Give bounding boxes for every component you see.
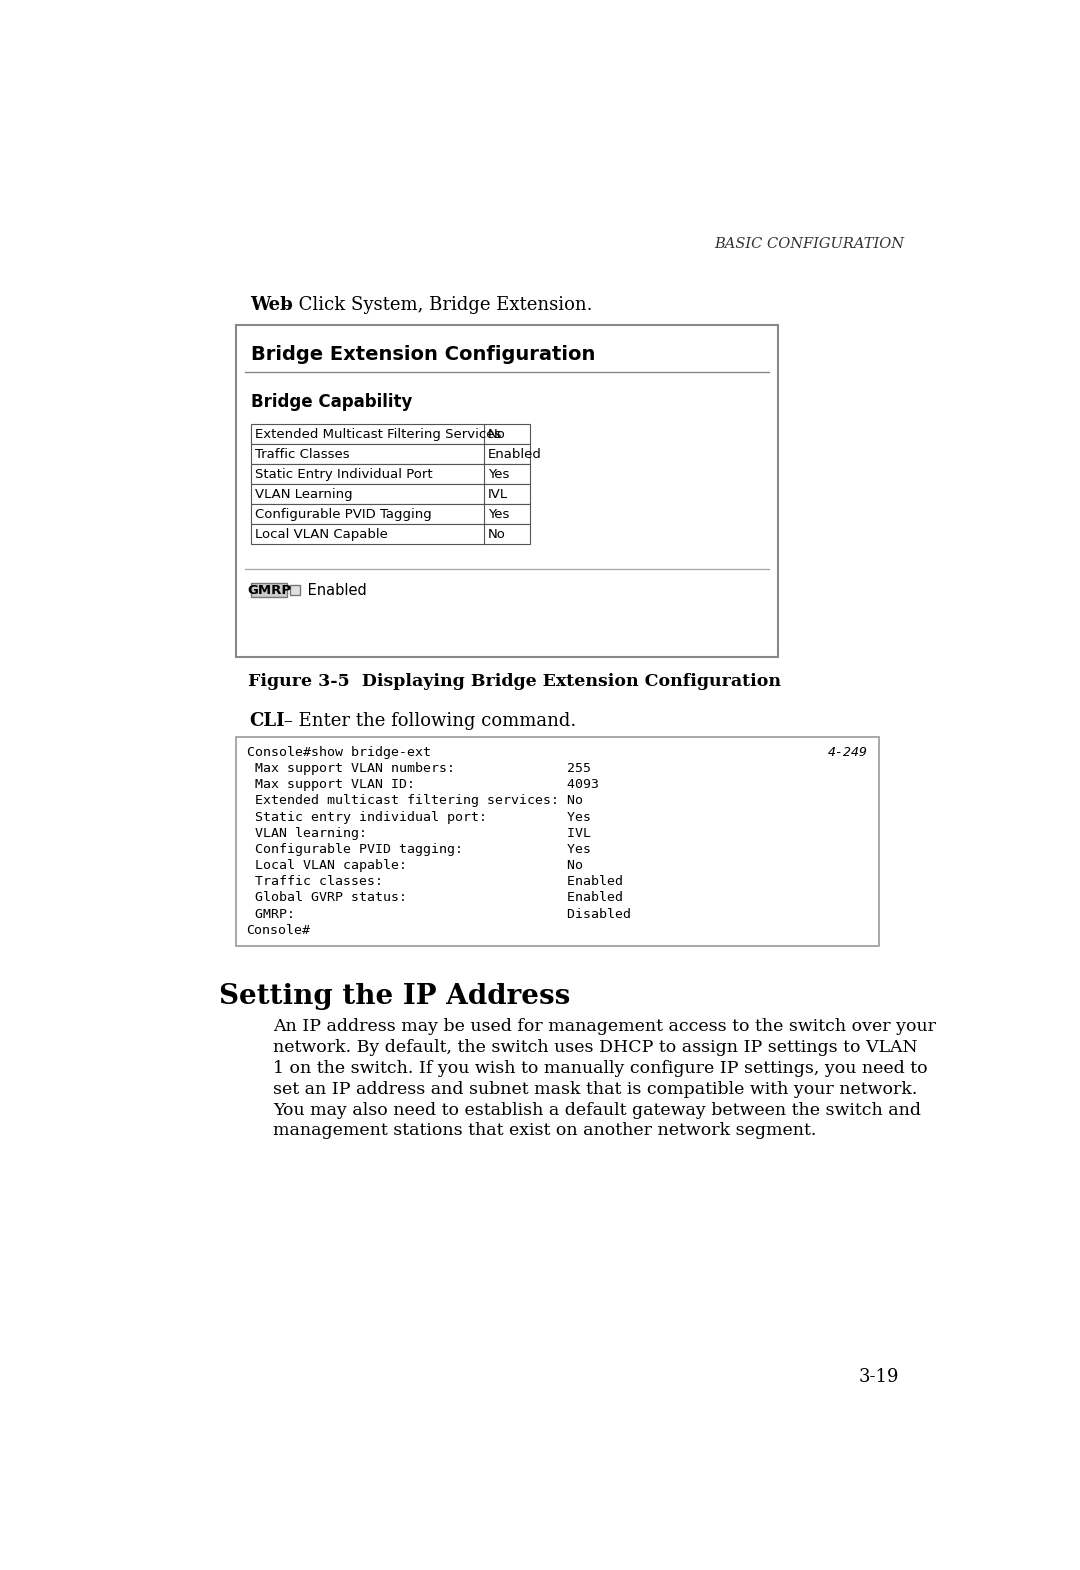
Text: – Enter the following command.: – Enter the following command. — [284, 713, 576, 730]
Text: Bridge Capability: Bridge Capability — [252, 394, 413, 411]
Text: No: No — [488, 528, 505, 540]
Text: Extended Multicast Filtering Services: Extended Multicast Filtering Services — [255, 427, 501, 441]
Text: Global GVRP status:                    Enabled: Global GVRP status: Enabled — [246, 892, 622, 904]
Text: BASIC CONFIGURATION: BASIC CONFIGURATION — [714, 237, 904, 251]
Text: Enabled: Enabled — [488, 447, 541, 460]
Bar — [252, 424, 530, 444]
Text: Max support VLAN numbers:              255: Max support VLAN numbers: 255 — [246, 761, 591, 776]
Bar — [252, 504, 530, 524]
Text: Console#: Console# — [246, 923, 311, 937]
Text: 1 on the switch. If you wish to manually configure IP settings, you need to: 1 on the switch. If you wish to manually… — [273, 1060, 928, 1077]
Text: Static entry individual port:          Yes: Static entry individual port: Yes — [246, 810, 591, 824]
Text: set an IP address and subnet mask that is compatible with your network.: set an IP address and subnet mask that i… — [273, 1080, 917, 1097]
Text: – Click System, Bridge Extension.: – Click System, Bridge Extension. — [284, 297, 592, 314]
Text: Extended multicast filtering services: No: Extended multicast filtering services: N… — [246, 794, 582, 807]
Bar — [252, 524, 530, 545]
Text: GMRP: GMRP — [247, 584, 292, 597]
Bar — [291, 586, 300, 595]
Text: Local VLAN Capable: Local VLAN Capable — [255, 528, 388, 540]
Text: GMRP:                                  Disabled: GMRP: Disabled — [246, 907, 631, 920]
Bar — [235, 736, 879, 947]
Text: VLAN Learning: VLAN Learning — [255, 488, 353, 501]
Text: No: No — [488, 427, 505, 441]
Text: 4-249: 4-249 — [828, 746, 868, 758]
Text: Traffic Classes: Traffic Classes — [255, 447, 350, 460]
Text: IVL: IVL — [488, 488, 508, 501]
Bar — [252, 584, 287, 597]
Text: Traffic classes:                       Enabled: Traffic classes: Enabled — [246, 876, 622, 889]
Text: Local VLAN capable:                    No: Local VLAN capable: No — [246, 859, 582, 871]
Text: management stations that exist on another network segment.: management stations that exist on anothe… — [273, 1123, 816, 1140]
Text: Yes: Yes — [488, 507, 509, 521]
Bar — [252, 444, 530, 465]
Text: Web: Web — [249, 297, 293, 314]
Text: VLAN learning:                         IVL: VLAN learning: IVL — [246, 827, 591, 840]
Text: Yes: Yes — [488, 468, 509, 480]
Text: Max support VLAN ID:                   4093: Max support VLAN ID: 4093 — [246, 779, 598, 791]
Text: Configurable PVID Tagging: Configurable PVID Tagging — [255, 507, 432, 521]
Bar — [252, 484, 530, 504]
Text: CLI: CLI — [249, 713, 285, 730]
Text: Configurable PVID tagging:             Yes: Configurable PVID tagging: Yes — [246, 843, 591, 856]
Text: network. By default, the switch uses DHCP to assign IP settings to VLAN: network. By default, the switch uses DHC… — [273, 1039, 918, 1057]
Text: 3-19: 3-19 — [859, 1367, 900, 1385]
Text: Static Entry Individual Port: Static Entry Individual Port — [255, 468, 433, 480]
Text: Console#show bridge-ext: Console#show bridge-ext — [246, 746, 431, 758]
Text: Setting the IP Address: Setting the IP Address — [218, 983, 570, 1010]
Bar — [252, 465, 530, 484]
Text: Bridge Extension Configuration: Bridge Extension Configuration — [252, 345, 596, 364]
Text: Enabled: Enabled — [303, 582, 367, 598]
Text: An IP address may be used for management access to the switch over your: An IP address may be used for management… — [273, 1019, 936, 1036]
Bar — [235, 325, 779, 656]
Text: You may also need to establish a default gateway between the switch and: You may also need to establish a default… — [273, 1102, 921, 1118]
Text: Figure 3-5  Displaying Bridge Extension Configuration: Figure 3-5 Displaying Bridge Extension C… — [248, 672, 781, 689]
